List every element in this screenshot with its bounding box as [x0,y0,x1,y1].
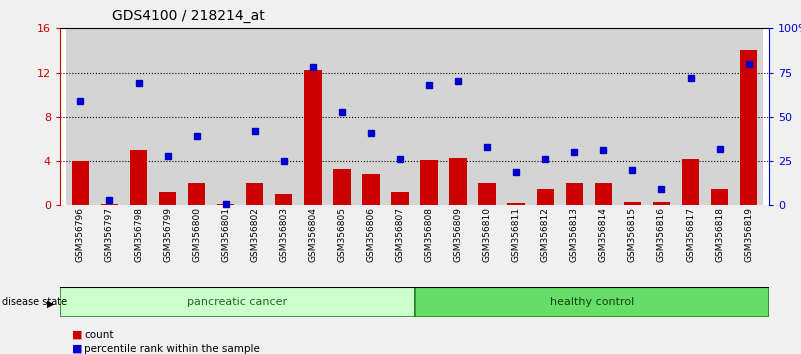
Bar [275,194,292,205]
Bar [153,28,182,205]
Text: count: count [84,330,114,339]
Bar [473,28,501,205]
Bar [269,28,298,205]
Bar [391,192,409,205]
Bar [124,28,153,205]
Bar [240,28,269,205]
Text: percentile rank within the sample: percentile rank within the sample [84,344,260,354]
Bar [217,204,235,205]
Bar [60,287,415,317]
Bar [415,287,769,317]
Bar [188,183,205,205]
Bar [682,159,699,205]
Bar [95,28,124,205]
Bar [740,51,757,205]
Bar [356,28,385,205]
Bar [211,28,240,205]
Bar [734,28,763,205]
Bar [676,28,705,205]
Bar [328,28,356,205]
Bar [182,28,211,205]
Bar [304,70,321,205]
Bar [159,192,176,205]
Bar [508,203,525,205]
Bar [298,28,328,205]
Bar [710,189,728,205]
Bar [618,28,647,205]
Bar [246,183,264,205]
Bar [362,175,380,205]
Text: disease state: disease state [2,297,66,307]
Bar [501,28,531,205]
Bar [66,28,95,205]
Bar [624,202,641,205]
Bar [421,160,438,205]
Bar [333,169,351,205]
Bar [130,150,147,205]
Bar [444,28,473,205]
Bar [653,202,670,205]
Bar [101,204,119,205]
Text: ■: ■ [72,344,83,354]
Text: healthy control: healthy control [549,297,634,307]
Bar [478,183,496,205]
Bar [705,28,734,205]
Bar [415,28,444,205]
Bar [537,189,554,205]
Bar [531,28,560,205]
Bar [385,28,415,205]
Text: pancreatic cancer: pancreatic cancer [187,297,288,307]
Text: ■: ■ [72,330,83,339]
Bar [566,183,583,205]
Bar [449,158,467,205]
Bar [594,183,612,205]
Bar [647,28,676,205]
Bar [72,161,89,205]
Bar [560,28,589,205]
Bar [589,28,618,205]
Text: ▶: ▶ [47,298,54,308]
Text: GDS4100 / 218214_at: GDS4100 / 218214_at [112,9,265,23]
